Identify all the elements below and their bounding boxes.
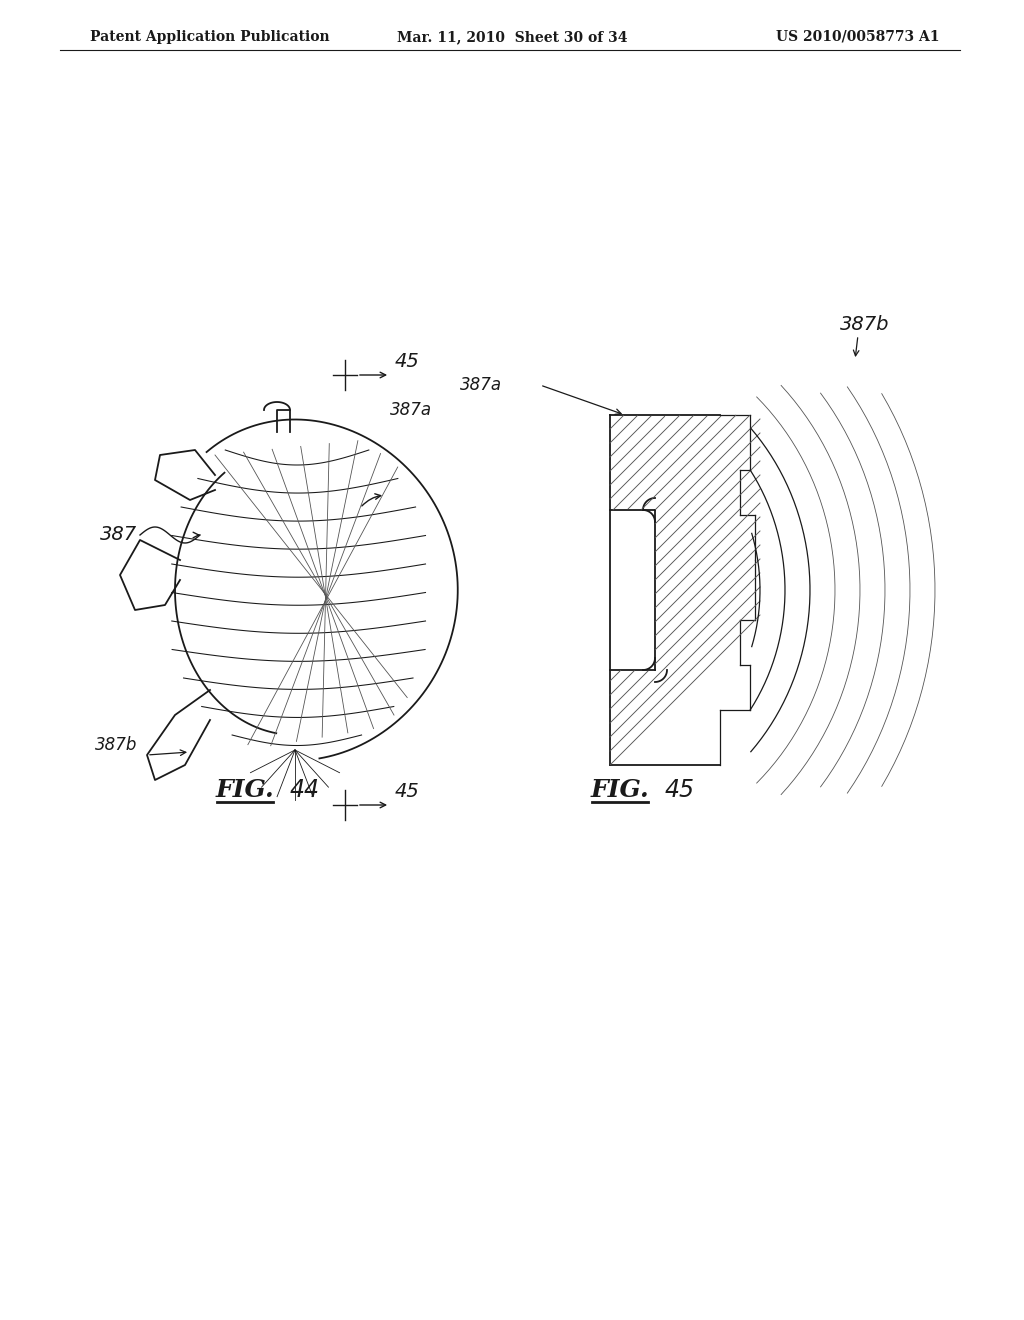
Text: 387b: 387b <box>840 315 890 334</box>
Text: FIG.: FIG. <box>216 777 274 803</box>
Text: FIG.: FIG. <box>591 777 649 803</box>
Text: Mar. 11, 2010  Sheet 30 of 34: Mar. 11, 2010 Sheet 30 of 34 <box>396 30 628 44</box>
Text: Patent Application Publication: Patent Application Publication <box>90 30 330 44</box>
Text: 387a: 387a <box>460 376 502 393</box>
Text: US 2010/0058773 A1: US 2010/0058773 A1 <box>776 30 940 44</box>
Text: 387: 387 <box>100 525 137 544</box>
Text: 44: 44 <box>290 777 319 803</box>
Text: 387b: 387b <box>95 737 137 754</box>
Text: 387a: 387a <box>390 401 432 418</box>
Text: 45: 45 <box>395 352 420 371</box>
Text: 45: 45 <box>665 777 695 803</box>
Text: 45: 45 <box>395 781 420 801</box>
